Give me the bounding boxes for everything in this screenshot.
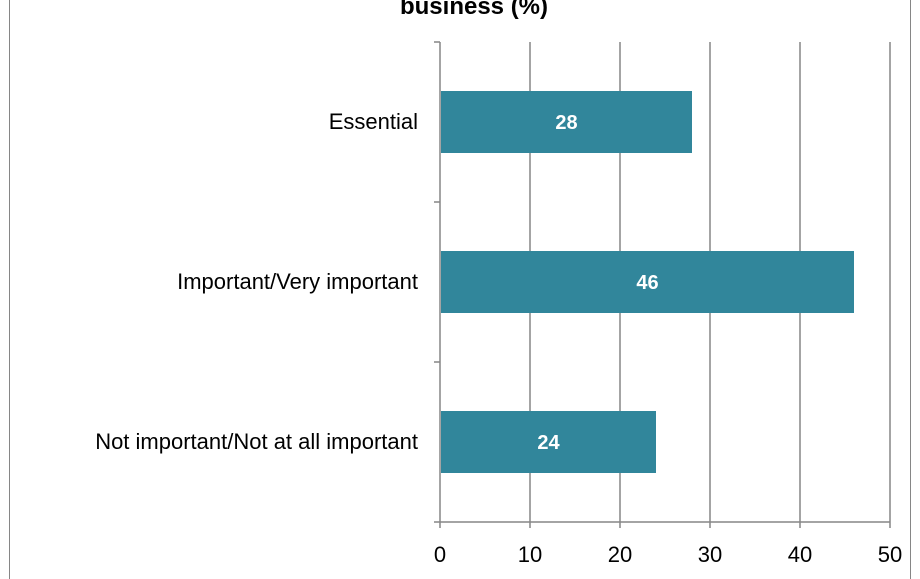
- category-label-3: Not important/Not at all important: [95, 429, 418, 454]
- bar-2: [441, 251, 854, 313]
- x-tick-label-50: 50: [878, 542, 902, 567]
- chart-title: business (%): [400, 0, 548, 20]
- bar-1: [441, 91, 692, 153]
- bar-3: [441, 411, 656, 473]
- axes: [434, 41, 891, 528]
- category-label-2: Important/Very important: [177, 269, 418, 294]
- data-label-1: 28: [555, 112, 577, 134]
- x-tick-label-0: 0: [434, 542, 446, 567]
- x-tick-label-30: 30: [698, 542, 722, 567]
- x-tick-label-10: 10: [518, 542, 542, 567]
- data-label-2: 46: [636, 272, 658, 294]
- bars: [441, 91, 854, 473]
- chart-border: [9, 0, 911, 579]
- x-tick-label-20: 20: [608, 542, 632, 567]
- x-tick-label-40: 40: [788, 542, 812, 567]
- labels: 0 10 20 30 40 50 Essential 28 Important/Very imp…: [95, 109, 902, 567]
- data-label-3: 24: [537, 432, 560, 454]
- category-label-1: Essential: [329, 109, 418, 134]
